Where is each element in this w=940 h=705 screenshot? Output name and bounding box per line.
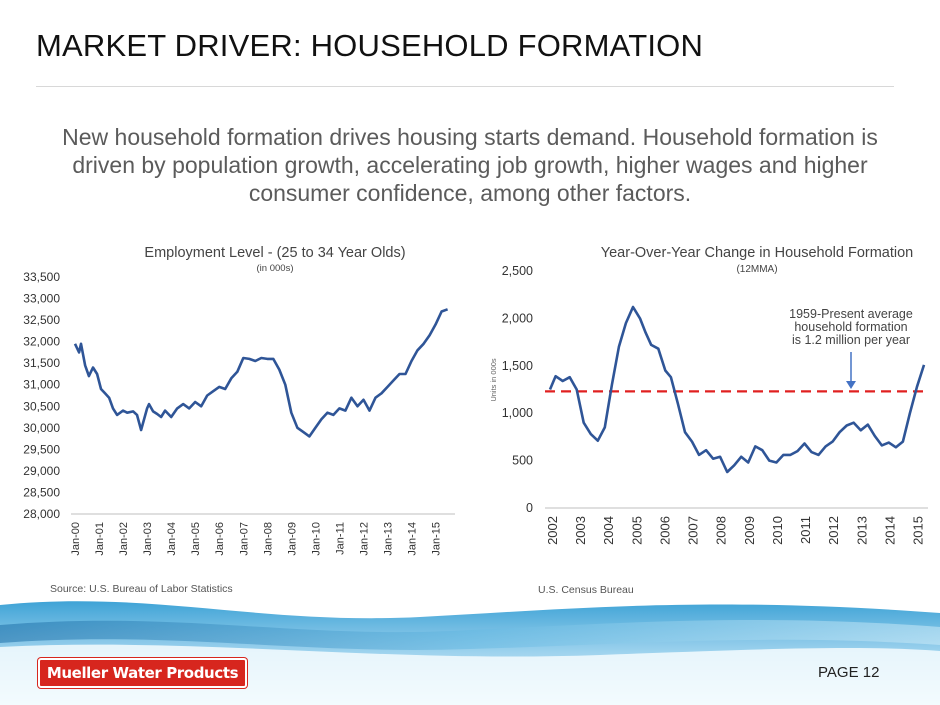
household-x-tick-label: 2014 [882,516,897,545]
employment-x-tick-label: Jan-04 [166,522,178,556]
average-annotation: 1959-Present average household formation i… [789,307,913,347]
household-y-tick-label: 500 [512,454,533,468]
household-x-tick-label: 2015 [911,516,926,545]
employment-x-tick-label: Jan-11 [334,522,346,555]
employment-chart-subtitle: (in 000s) [257,263,294,274]
household-chart-title: Year-Over-Year Change in Household Forma… [601,245,913,261]
employment-y-tick-label: 30,000 [23,421,60,435]
employment-x-tick-label: Jan-09 [286,522,298,556]
household-x-tick-label: 2009 [742,516,757,545]
company-logo: Mueller Water Products [38,658,247,688]
employment-x-tick-label: Jan-03 [142,522,154,556]
household-y-tick-label: 2,500 [502,264,533,278]
employment-chart: Employment Level - (25 to 34 Year Olds) … [23,245,455,556]
employment-y-tick-label: 29,500 [23,442,60,456]
employment-y-tick-label: 28,000 [23,507,60,521]
household-y-tick-label: 1,000 [502,406,533,420]
household-x-tick-label: 2008 [714,516,729,545]
household-y-tick-label: 0 [526,501,533,515]
employment-y-tick-label: 31,000 [23,378,60,392]
employment-y-tick-label: 30,500 [23,399,60,413]
household-y-axis-label: Units in 000s [489,358,498,402]
household-series-line [548,305,926,474]
employment-y-tick-label: 32,500 [23,313,60,327]
page-number: PAGE 12 [818,664,880,681]
household-y-tick-label: 1,500 [502,359,533,373]
annotation-arrow-head [846,381,856,389]
slide-title: MARKET DRIVER: HOUSEHOLD FORMATION [36,28,704,63]
employment-x-tick-label: Jan-05 [190,522,202,556]
household-y-tick-label: 2,000 [502,311,533,325]
household-chart: Year-Over-Year Change in Household Forma… [489,245,928,545]
employment-x-tick-label: Jan-07 [238,522,250,556]
employment-source: Source: U.S. Bureau of Labor Statistics [50,583,233,595]
employment-x-tick-label: Jan-08 [262,522,274,556]
household-x-tick-label: 2004 [601,516,616,545]
employment-y-tick-label: 33,500 [23,270,60,284]
household-x-tick-label: 2010 [770,516,785,545]
household-x-tick-label: 2011 [798,516,813,544]
household-x-tick-label: 2013 [854,516,869,545]
household-x-tick-label: 2003 [573,516,588,545]
employment-x-tick-label: Jan-06 [214,522,226,556]
employment-x-tick-label: Jan-13 [383,522,395,556]
household-x-tick-label: 2007 [686,516,701,545]
household-chart-subtitle: (12MMA) [736,264,777,275]
employment-x-tick-label: Jan-10 [310,522,322,556]
household-x-axis: 2002 2003 2004 2005 2006 2007 2008 2009 2010 2011… [545,516,926,545]
employment-y-tick-label: 32,000 [23,335,60,349]
employment-series-line [73,308,449,438]
employment-x-axis: Jan-00 Jan-01 Jan-02 Jan-03 Jan-04 Jan-05 Jan-… [70,522,443,556]
employment-y-tick-label: 29,000 [23,464,60,478]
household-x-tick-label: 2005 [629,516,644,545]
employment-chart-title: Employment Level - (25 to 34 Year Olds) [144,245,405,261]
employment-x-tick-label: Jan-12 [358,522,370,556]
slide-subtitle: New household formation drives housing s… [62,124,878,206]
title-divider [36,86,894,87]
employment-x-tick-label: Jan-01 [94,522,106,556]
household-x-tick-label: 2012 [826,516,841,545]
employment-y-tick-label: 31,500 [23,356,60,370]
employment-y-tick-label: 28,500 [23,485,60,499]
employment-x-tick-label: Jan-00 [70,522,82,556]
employment-y-tick-label: 33,000 [23,292,60,306]
household-source: U.S. Census Bureau [538,584,634,596]
household-x-tick-label: 2006 [657,516,672,545]
household-y-axis: 0 500 1,000 1,500 2,000 2,500 [502,264,533,515]
employment-x-tick-label: Jan-15 [431,522,443,556]
employment-x-tick-label: Jan-14 [407,522,419,556]
household-x-tick-label: 2002 [545,516,560,545]
employment-y-axis: 28,000 28,500 29,000 29,500 30,000 30,500 31,0… [23,270,60,521]
employment-x-tick-label: Jan-02 [118,522,130,556]
